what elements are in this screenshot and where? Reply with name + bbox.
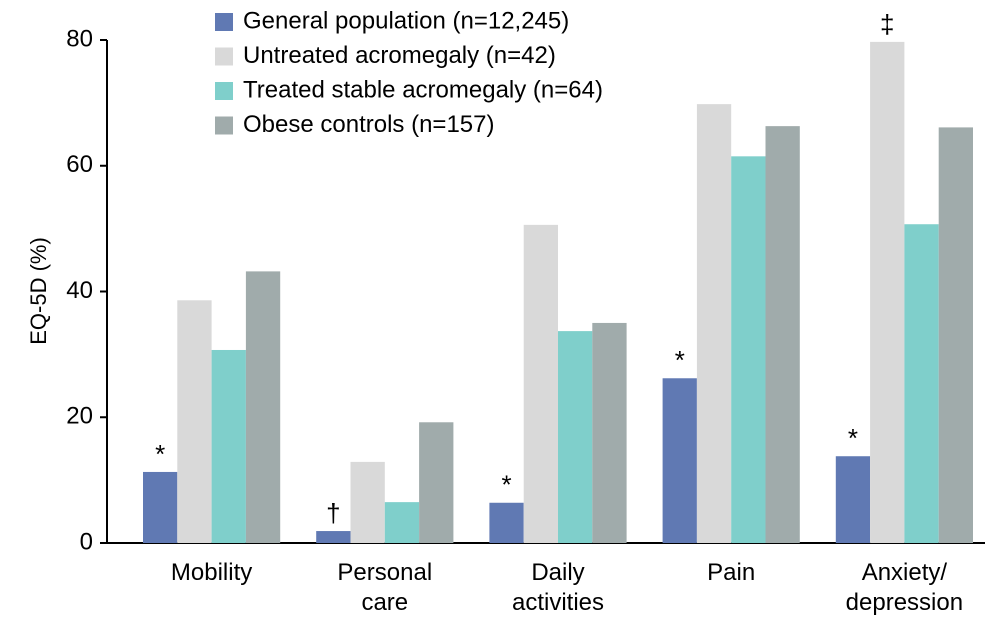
y-axis-label: EQ-5D (%) <box>26 237 51 345</box>
annotation: † <box>326 498 340 528</box>
bar <box>489 502 524 543</box>
x-tick-label: Anxiety/ depression <box>845 559 964 616</box>
y-tick-label: 80 <box>66 25 93 52</box>
bar <box>523 224 558 544</box>
bar <box>245 271 281 543</box>
bar <box>177 300 212 543</box>
bar <box>419 422 454 543</box>
bar <box>938 127 973 544</box>
legend-swatch <box>215 82 233 100</box>
legend-swatch <box>215 13 233 31</box>
y-tick-label: 40 <box>66 277 93 304</box>
bar <box>592 322 627 543</box>
legend-swatch <box>215 47 233 66</box>
legend-label: Obese controls (n=157) <box>243 111 494 138</box>
annotation: ‡ <box>880 9 894 39</box>
x-tick-label: Personal care <box>337 559 433 616</box>
annotation: * <box>501 470 511 500</box>
annotation: * <box>155 439 165 469</box>
x-tick-label: Daily activities <box>511 559 605 616</box>
bar <box>835 456 871 543</box>
bar <box>731 156 766 543</box>
bar <box>143 471 178 543</box>
y-tick-label: 60 <box>66 151 93 178</box>
y-tick-label: 20 <box>66 403 93 430</box>
bar <box>558 331 593 543</box>
bar <box>662 378 697 543</box>
legend-label: Untreated acromegaly (n=42) <box>243 42 556 69</box>
legend-label: Treated stable acromegaly (n=64) <box>243 76 603 103</box>
bar <box>696 104 732 543</box>
bar <box>904 224 939 543</box>
legend-swatch <box>215 116 233 135</box>
x-tick-label: Pain <box>707 559 756 586</box>
bar <box>384 502 420 543</box>
bar <box>870 41 905 543</box>
x-tick-label: Mobility <box>170 559 253 586</box>
bar <box>316 531 351 543</box>
legend-label: General population (n=12,245) <box>243 7 569 34</box>
annotation: * <box>848 423 858 453</box>
bar <box>350 461 385 543</box>
bar <box>765 126 800 544</box>
bar <box>211 349 246 543</box>
annotation: * <box>675 345 685 375</box>
y-tick-label: 0 <box>80 528 93 555</box>
